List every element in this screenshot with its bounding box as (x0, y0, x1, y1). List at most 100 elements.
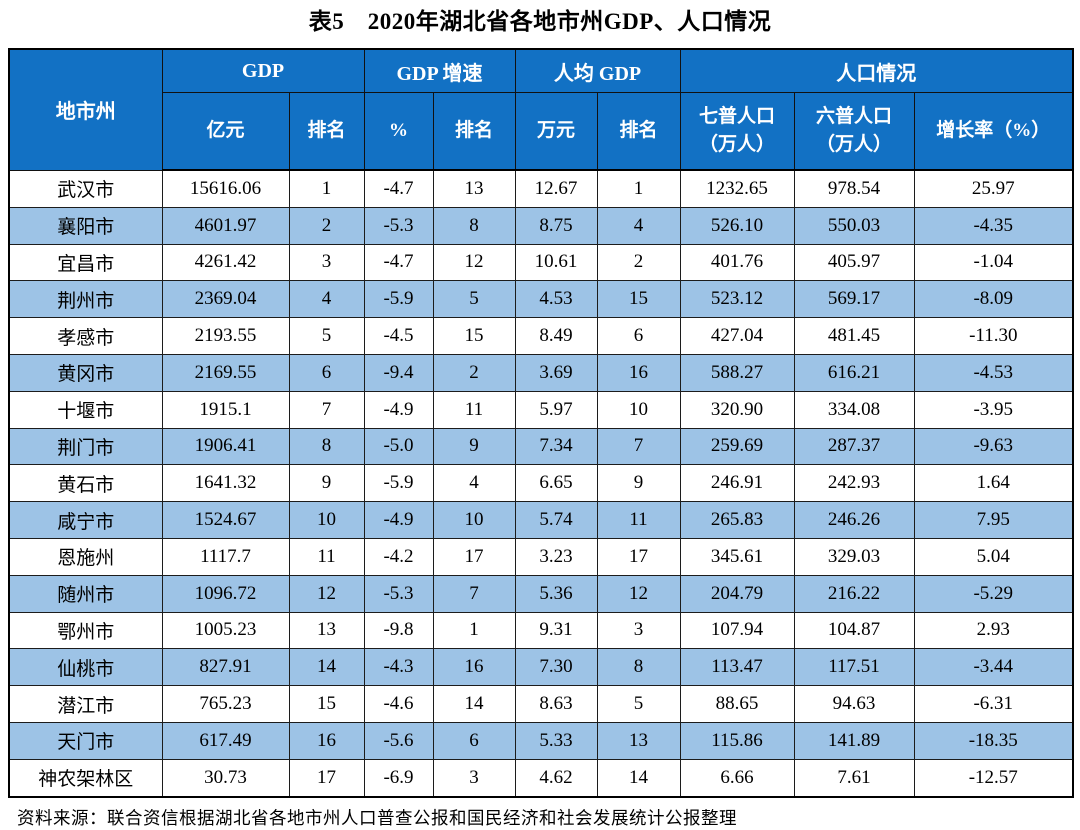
value-cell: 617.49 (161, 721, 290, 760)
city-name-cell: 襄阳市 (8, 206, 163, 245)
value-cell: -8.09 (913, 280, 1074, 319)
value-cell: 1.64 (913, 464, 1074, 503)
value-cell: 5 (288, 317, 365, 355)
value-cell: 115.86 (679, 721, 795, 760)
table-row: 随州市 1096.72 12 -5.3 7 5.36 12 204.79 216.22 -5.29 (8, 574, 1074, 613)
value-cell: 4.62 (514, 758, 598, 798)
value-cell: -3.44 (913, 648, 1074, 687)
header-gdp-rank: 排名 (288, 92, 365, 171)
value-cell: 765.23 (161, 685, 290, 723)
header-census7-population: 七普人口 （万人） (679, 92, 795, 171)
value-cell: 11 (288, 537, 365, 576)
header-growth-rank: 排名 (432, 92, 516, 171)
city-name-cell: 黄石市 (8, 464, 163, 503)
value-cell: 3 (432, 758, 516, 798)
value-cell: -5.3 (363, 574, 434, 613)
value-cell: 216.22 (793, 574, 915, 613)
header-population-group: 人口情况 (679, 48, 1074, 93)
value-cell: -4.6 (363, 685, 434, 723)
value-cell: -3.95 (913, 390, 1074, 429)
value-cell: 259.69 (679, 427, 795, 466)
value-cell: 3.23 (514, 537, 598, 576)
value-cell: 827.91 (161, 648, 290, 687)
value-cell: 2169.55 (161, 353, 290, 392)
value-cell: 978.54 (793, 169, 915, 208)
value-cell: 8 (596, 648, 681, 687)
value-cell: -4.53 (913, 353, 1074, 392)
value-cell: 12.67 (514, 169, 598, 208)
value-cell: 246.91 (679, 464, 795, 503)
value-cell: 15 (432, 317, 516, 355)
table-row: 孝感市 2193.55 5 -4.5 15 8.49 6 427.04 481.45 -11.30 (8, 317, 1074, 355)
city-name-cell: 十堰市 (8, 390, 163, 429)
value-cell: 2.93 (913, 611, 1074, 650)
value-cell: 7 (596, 427, 681, 466)
value-cell: 13 (596, 721, 681, 760)
value-cell: 334.08 (793, 390, 915, 429)
value-cell: 345.61 (679, 537, 795, 576)
value-cell: 5.74 (514, 501, 598, 539)
value-cell: -4.9 (363, 390, 434, 429)
value-cell: -4.9 (363, 501, 434, 539)
value-cell: 94.63 (793, 685, 915, 723)
value-cell: 11 (432, 390, 516, 429)
value-cell: 12 (432, 243, 516, 282)
value-cell: -5.9 (363, 280, 434, 319)
value-cell: 4601.97 (161, 206, 290, 245)
value-cell: -6.31 (913, 685, 1074, 723)
value-cell: 246.26 (793, 501, 915, 539)
header-gdp-group: GDP (161, 48, 365, 93)
value-cell: 7 (432, 574, 516, 613)
value-cell: 141.89 (793, 721, 915, 760)
value-cell: -9.4 (363, 353, 434, 392)
value-cell: 2369.04 (161, 280, 290, 319)
page-title: 表5 2020年湖北省各地市州GDP、人口情况 (308, 9, 772, 34)
table-row: 神农架林区 30.73 17 -6.9 3 4.62 14 6.66 7.61 -12.57 (8, 758, 1074, 798)
value-cell: 523.12 (679, 280, 795, 319)
value-cell: 1 (596, 169, 681, 208)
value-cell: 6 (288, 353, 365, 392)
header-census6-population: 六普人口 （万人） (793, 92, 915, 171)
value-cell: 8.63 (514, 685, 598, 723)
value-cell: -1.04 (913, 243, 1074, 282)
value-cell: 616.21 (793, 353, 915, 392)
header-per-capita-amount: 万元 (514, 92, 598, 171)
value-cell: 12 (288, 574, 365, 613)
table-row: 仙桃市 827.91 14 -4.3 16 7.30 8 113.47 117.51 -3.44 (8, 648, 1074, 687)
table-row: 潜江市 765.23 15 -4.6 14 8.63 5 88.65 94.63 -6.31 (8, 685, 1074, 723)
value-cell: 2 (432, 353, 516, 392)
city-name-cell: 荆门市 (8, 427, 163, 466)
table-row: 咸宁市 1524.67 10 -4.9 10 5.74 11 265.83 246.26 7.95 (8, 501, 1074, 539)
table-row: 荆州市 2369.04 4 -5.9 5 4.53 15 523.12 569.17 -8.09 (8, 280, 1074, 319)
value-cell: -4.5 (363, 317, 434, 355)
table-header: 地市州 GDP GDP 增速 人均 GDP 人口情况 亿元 排名 % 排名 万元… (8, 48, 1074, 171)
value-cell: 1 (432, 611, 516, 650)
value-cell: 9 (596, 464, 681, 503)
value-cell: -4.7 (363, 169, 434, 208)
value-cell: -5.9 (363, 464, 434, 503)
value-cell: 16 (596, 353, 681, 392)
table-row: 黄石市 1641.32 9 -5.9 4 6.65 9 246.91 242.93 1.64 (8, 464, 1074, 503)
city-name-cell: 咸宁市 (8, 501, 163, 539)
value-cell: 104.87 (793, 611, 915, 650)
value-cell: -5.0 (363, 427, 434, 466)
table-row: 宜昌市 4261.42 3 -4.7 12 10.61 2 401.76 405.97 -1.04 (8, 243, 1074, 282)
header-gdp-amount: 亿元 (161, 92, 290, 171)
value-cell: 8 (288, 427, 365, 466)
table-row: 黄冈市 2169.55 6 -9.4 2 3.69 16 588.27 616.21 -4.53 (8, 353, 1074, 392)
value-cell: 588.27 (679, 353, 795, 392)
value-cell: -4.7 (363, 243, 434, 282)
value-cell: 88.65 (679, 685, 795, 723)
table-row: 十堰市 1915.1 7 -4.9 11 5.97 10 320.90 334.08 -3.95 (8, 390, 1074, 429)
city-name-cell: 宜昌市 (8, 243, 163, 282)
value-cell: -5.6 (363, 721, 434, 760)
city-name-cell: 黄冈市 (8, 353, 163, 392)
value-cell: 5.36 (514, 574, 598, 613)
city-name-cell: 天门市 (8, 721, 163, 760)
city-name-cell: 荆州市 (8, 280, 163, 319)
value-cell: 5.04 (913, 537, 1074, 576)
value-cell: 405.97 (793, 243, 915, 282)
value-cell: 6 (596, 317, 681, 355)
value-cell: 17 (596, 537, 681, 576)
